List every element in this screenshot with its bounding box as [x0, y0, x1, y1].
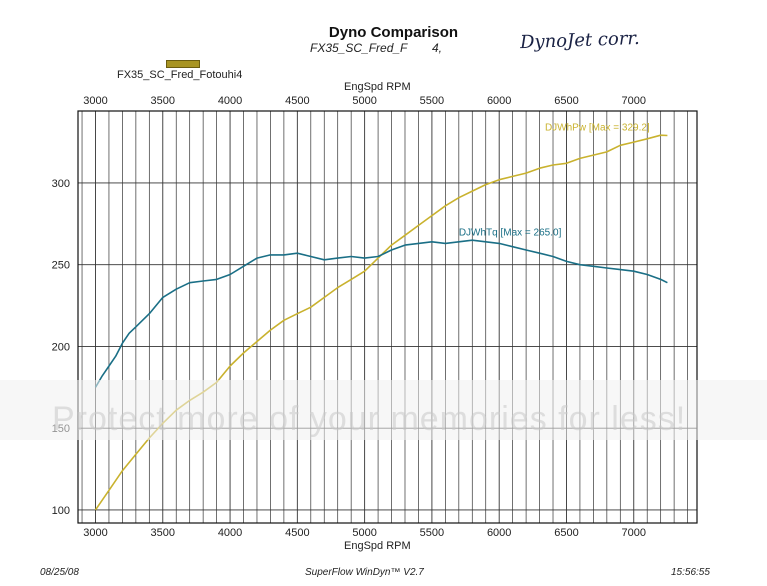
chart-subtitle-suffix: 4, [432, 41, 443, 55]
x-tick-label-bottom: 4000 [218, 527, 242, 539]
x-tick-label-top: 4000 [218, 95, 242, 107]
x-tick-label-bottom: 5500 [420, 527, 444, 539]
chart-grid [78, 111, 697, 523]
x-tick-label-top: 6000 [487, 95, 511, 107]
x-tick-label-top: 5000 [352, 95, 376, 107]
x-tick-label-top: 4500 [285, 95, 309, 107]
watermark-text: Protect more of your memories for less! [52, 400, 687, 438]
x-tick-label-bottom: 7000 [622, 527, 646, 539]
footer-software: SuperFlow WinDyn™ V2.7 [305, 567, 424, 578]
x-tick-label-bottom: 6500 [554, 527, 578, 539]
x-tick-label-bottom: 4500 [285, 527, 309, 539]
y-tick-label: 300 [52, 178, 70, 190]
x-tick-label-top: 3500 [151, 95, 175, 107]
series-annotation-0: DJWhPw [Max = 329.2] [545, 123, 650, 134]
footer-time: 15:56:55 [671, 567, 710, 578]
legend-label: FX35_SC_Fred_Fotouhi4 [117, 69, 243, 81]
x-tick-label-bottom: 3000 [83, 527, 107, 539]
x-tick-label-bottom: 3500 [151, 527, 175, 539]
chart-series [94, 134, 668, 511]
x-tick-label-bottom: 6000 [487, 527, 511, 539]
series-annotation-1: DJWhTq [Max = 265.0] [459, 227, 562, 238]
axis-ticks: 3000 3000 3500 3500 4000 4000 4500 4500 5000 5000… [52, 95, 646, 539]
x-tick-label-top: 3000 [83, 95, 107, 107]
series-line-1 [94, 239, 668, 388]
x-tick-label-bottom: 5000 [352, 527, 376, 539]
y-tick-label: 200 [52, 341, 70, 353]
series-line-0 [94, 134, 668, 511]
y-tick-label: 250 [52, 260, 70, 272]
x-axis-label-top: EngSpd RPM [344, 81, 411, 93]
chart-subtitle: FX35_SC_Fred_F [310, 41, 408, 55]
chart-title: Dyno Comparison [328, 24, 459, 41]
handwritten-note: DynoJet corr. [519, 27, 641, 54]
watermark-band [0, 380, 767, 440]
x-tick-label-top: 6500 [554, 95, 578, 107]
legend-swatch [166, 60, 200, 68]
chart-annotations: DJWhPw [Max = 329.2] DJWhTq [Max = 265.0] [459, 123, 650, 239]
x-axis-label-bottom: EngSpd RPM [344, 540, 411, 552]
x-tick-label-top: 7000 [622, 95, 646, 107]
plot-frame [77, 110, 698, 524]
footer-date: 08/25/08 [40, 567, 79, 578]
x-tick-label-top: 5500 [420, 95, 444, 107]
y-tick-label: 100 [52, 505, 70, 517]
